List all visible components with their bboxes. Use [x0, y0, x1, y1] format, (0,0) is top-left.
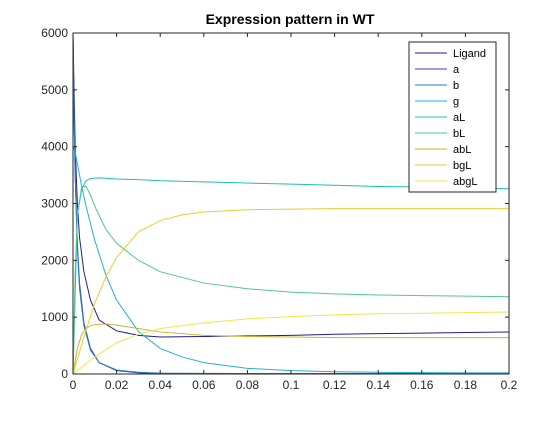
- y-tick-label: 0: [61, 367, 68, 381]
- y-tick-label: 6000: [41, 26, 68, 40]
- y-tick-label: 1000: [41, 310, 68, 324]
- plot-area: [73, 32, 509, 374]
- legend-label-abgL: abgL: [453, 176, 477, 188]
- series-line-bL: [73, 185, 509, 374]
- x-tick-label: 0.16: [410, 378, 434, 392]
- y-tick-label: 4000: [41, 140, 68, 154]
- y-tick-label: 3000: [41, 197, 68, 211]
- series-line-abL: [73, 323, 509, 374]
- x-tick-label: 0.06: [192, 378, 216, 392]
- series-line-aL: [73, 177, 509, 374]
- x-tick-label: 0.18: [454, 378, 478, 392]
- legend-label-b: b: [453, 80, 459, 92]
- legend: Ligand abg aL bL abL bgL abgL: [408, 41, 497, 193]
- x-tick-label: 0.02: [105, 378, 129, 392]
- x-tick-label: 0: [70, 378, 77, 392]
- x-tick-label: 0.08: [236, 378, 260, 392]
- legend-label-bL: bL: [453, 128, 465, 140]
- legend-label-aL: aL: [453, 112, 465, 124]
- y-tick-label: 2000: [41, 253, 68, 267]
- y-tick-label: 5000: [41, 83, 68, 97]
- x-tick-label: 0.14: [367, 378, 391, 392]
- series-line-abgL: [73, 311, 509, 374]
- legend-label-a: a: [453, 64, 460, 76]
- legend-label-bgL: bgL: [453, 160, 471, 172]
- legend-label-abL: abL: [453, 144, 471, 156]
- series-line-bgL: [73, 208, 509, 374]
- x-tick-label: 0.12: [323, 378, 347, 392]
- x-tick-label: 0.2: [501, 378, 518, 392]
- x-tick-label: 0.1: [283, 378, 300, 392]
- x-tick-label: 0.04: [149, 378, 173, 392]
- legend-label-Ligand: Ligand: [453, 48, 486, 60]
- series-line-Ligand: [73, 32, 509, 338]
- chart-title: Expression pattern in WT: [206, 11, 375, 27]
- axes: 0 0.02 0.04 0.06 0.08 0.1 0.12 0.14 0.16 0.18 0.2 0…: [41, 26, 517, 392]
- legend-label-g: g: [453, 96, 459, 108]
